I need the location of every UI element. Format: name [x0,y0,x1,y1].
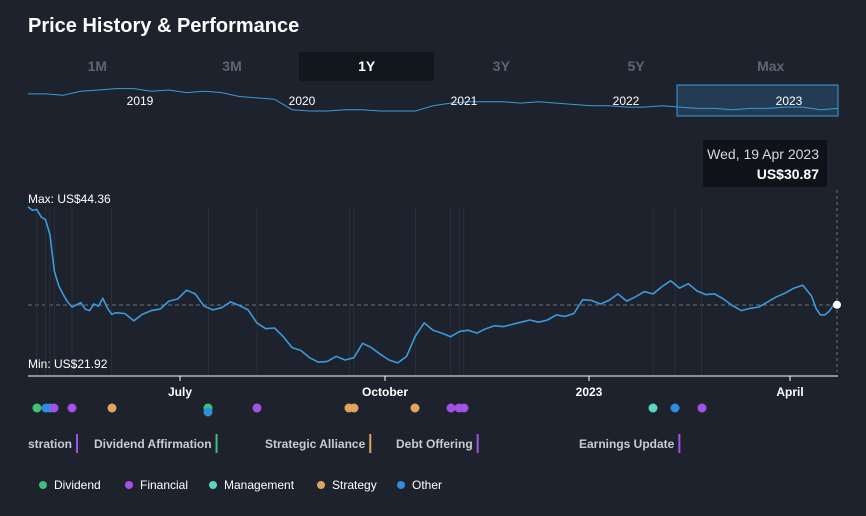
tooltip-date: Wed, 19 Apr 2023 [707,146,819,162]
event-marker-strategy[interactable] [107,403,117,413]
event-marker-financial[interactable] [459,403,469,413]
tab-1m[interactable]: 1M [87,58,108,74]
navigator-selection-window[interactable] [676,84,839,117]
event-marker-strategy[interactable] [349,403,359,413]
tab-3m[interactable]: 3M [222,58,242,74]
event-marker-financial[interactable] [252,403,262,413]
event-label[interactable]: stration [28,437,72,451]
event-marker-dividend[interactable] [32,403,42,413]
event-marker-financial[interactable] [67,403,77,413]
event-label-marker [678,434,681,453]
event-marker-financial[interactable] [49,403,59,413]
max-label: Max: US$44.36 [28,192,111,206]
event-label-marker [476,434,479,453]
min-label: Min: US$21.92 [28,357,108,371]
navigator-year-label: 2021 [451,94,478,108]
event-marker-other[interactable] [203,407,213,417]
tab-1y[interactable]: 1Y [299,52,435,81]
price-line [27,206,838,364]
tooltip-value: US$30.87 [756,166,819,182]
legend-dot-management [209,481,217,489]
event-marker-management[interactable] [648,403,658,413]
legend-dot-dividend [39,481,47,489]
navigator-year-label: 2020 [289,94,316,108]
tab-5y[interactable]: 5Y [627,58,645,74]
event-label[interactable]: Dividend Affirmation [94,437,212,451]
event-label[interactable]: Earnings Update [579,437,675,451]
event-label-marker [76,434,79,453]
current-price-marker [833,300,841,309]
legend-label-strategy: Strategy [332,478,377,492]
navigator-year-label: 2019 [127,94,154,108]
event-label[interactable]: Strategic Alliance [265,437,366,451]
tab-max[interactable]: Max [757,58,785,74]
event-marker-other[interactable] [670,403,680,413]
event-label[interactable]: Debt Offering [396,437,473,451]
x-tick-label: 2023 [576,385,603,399]
navigator-year-label: 2023 [776,94,803,108]
legend-label-dividend: Dividend [54,478,101,492]
event-marker-financial[interactable] [446,403,456,413]
legend-dot-financial [125,481,133,489]
navigator-line [28,88,839,112]
legend-label-financial: Financial [140,478,188,492]
navigator-year-label: 2022 [613,94,640,108]
event-label-marker [369,434,372,453]
x-tick-label: October [362,385,408,399]
legend-label-other: Other [412,478,442,492]
tab-3y[interactable]: 3Y [492,58,510,74]
page-title: Price History & Performance [28,15,300,37]
event-marker-strategy[interactable] [410,403,420,413]
x-tick-label: April [776,385,803,399]
event-marker-financial[interactable] [697,403,707,413]
legend-dot-strategy [317,481,325,489]
event-label-marker [215,434,218,453]
price-tooltip: Wed, 19 Apr 2023 US$30.87 [703,140,827,187]
legend-dot-other [397,481,405,489]
range-tabs: 1M 3M 1Y 3Y 5Y Max [30,52,838,81]
x-tick-label: July [168,385,192,399]
legend-label-management: Management [224,478,295,492]
